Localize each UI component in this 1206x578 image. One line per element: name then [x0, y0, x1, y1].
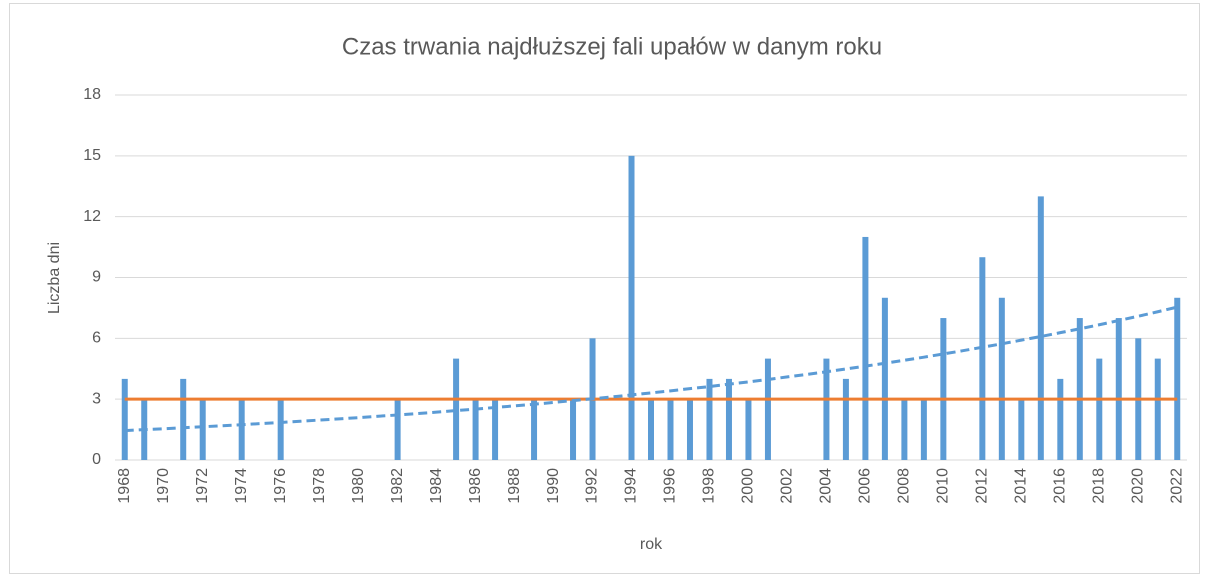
y-tick-label: 0 [92, 451, 101, 468]
x-tick-label: 1996 [662, 468, 679, 504]
bar [667, 399, 674, 460]
x-tick-label: 1970 [155, 468, 172, 504]
bar [453, 358, 460, 460]
bar [920, 399, 927, 460]
bar [1174, 297, 1181, 460]
x-tick-label: 1984 [428, 468, 445, 504]
bar [764, 358, 771, 460]
x-tick-label: 2000 [740, 468, 757, 504]
y-tick-label: 12 [83, 208, 101, 225]
x-tick-label: 2016 [1052, 468, 1069, 504]
x-tick-label: 1990 [545, 468, 562, 504]
bar [998, 297, 1005, 460]
bar [725, 378, 732, 460]
bar [940, 318, 947, 460]
y-axis-label: Liczba dni [46, 242, 63, 314]
bar [862, 236, 869, 460]
bar [1057, 378, 1064, 460]
y-tick-label: 18 [83, 86, 101, 103]
x-tick-label: 2006 [857, 468, 874, 504]
x-tick-label: 2020 [1129, 468, 1146, 504]
x-tick-label: 1972 [194, 468, 211, 504]
bar [531, 399, 538, 460]
bar [199, 399, 206, 460]
bar [842, 378, 849, 460]
bar [979, 257, 986, 460]
bar [1096, 358, 1103, 460]
bar [238, 399, 245, 460]
trendline [124, 305, 1178, 433]
y-tick-label: 9 [92, 269, 101, 286]
bar [823, 358, 830, 460]
bar [394, 399, 401, 460]
x-tick-label: 1994 [623, 468, 640, 504]
x-tick-label: 1992 [584, 468, 601, 504]
bar [881, 297, 888, 460]
bar [1076, 318, 1083, 460]
bar [745, 399, 752, 460]
x-tick-label: 2002 [779, 468, 796, 504]
bar [277, 399, 284, 460]
x-tick-label: 1980 [350, 468, 367, 504]
x-tick-label: 2022 [1168, 468, 1185, 504]
x-tick-label: 1986 [467, 468, 484, 504]
x-tick-label: 2008 [896, 468, 913, 504]
x-tick-label: 1982 [389, 468, 406, 504]
x-tick-label: 1974 [233, 468, 250, 504]
bar [492, 399, 499, 460]
bar [1115, 318, 1122, 460]
x-tick-label: 1978 [311, 468, 328, 504]
bar [1154, 358, 1161, 460]
x-tick-label: 2014 [1013, 468, 1030, 504]
x-tick-label: 1976 [272, 468, 289, 504]
bar [570, 399, 577, 460]
x-tick-label: 2004 [818, 468, 835, 504]
x-tick-label: 1998 [701, 468, 718, 504]
x-tick-label: 1968 [116, 468, 133, 504]
chart-border [9, 3, 1200, 574]
bar [648, 399, 654, 460]
y-tick-label: 15 [83, 147, 101, 164]
chart-title: Czas trwania najdłuższej fali upałów w d… [342, 33, 882, 60]
bar [706, 378, 713, 460]
bar [686, 399, 693, 460]
x-tick-label: 2010 [935, 468, 952, 504]
bar [472, 399, 479, 460]
x-tick-label: 1988 [506, 468, 523, 504]
y-tick-label: 6 [92, 330, 101, 347]
y-tick-label: 3 [92, 390, 101, 407]
bar [180, 378, 187, 460]
x-tick-label: 2012 [974, 468, 991, 504]
bar [628, 155, 635, 461]
bar [901, 399, 908, 460]
x-tick-label: 2018 [1091, 468, 1108, 504]
x-axis-label: rok [640, 536, 663, 553]
bar [1037, 196, 1044, 460]
bar [121, 378, 128, 460]
bar [1018, 399, 1025, 460]
